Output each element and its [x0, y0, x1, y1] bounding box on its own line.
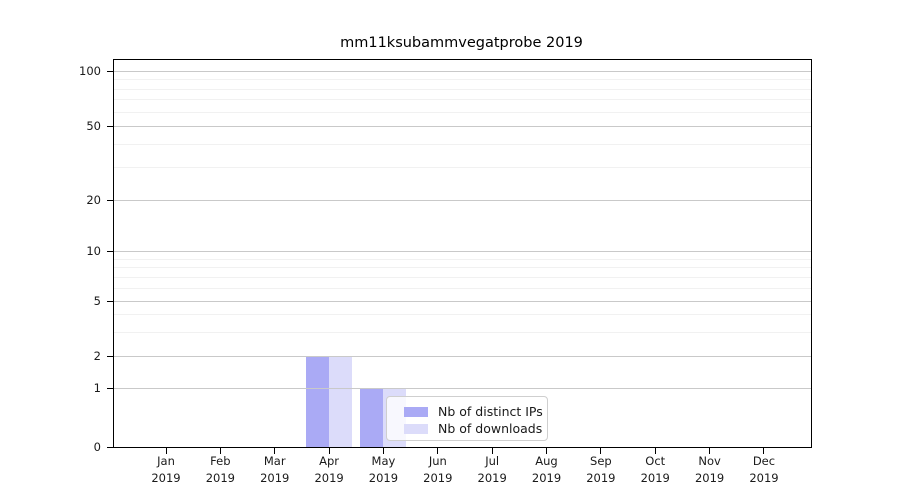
x-tick-mark [274, 448, 276, 454]
x-tick-month: Jul [485, 454, 500, 468]
x-tick-month: Jun [428, 454, 447, 468]
y-tick-mark [107, 300, 113, 302]
y-tick-label: 20 [86, 192, 101, 207]
x-tick-year: 2019 [694, 471, 725, 485]
x-tick-year: 2019 [640, 471, 670, 485]
x-tick-label: Jun 2019 [410, 453, 466, 487]
y-tick-mark [107, 125, 113, 127]
legend-item: Nb of distinct IPs [404, 403, 547, 420]
x-tick-year: 2019 [531, 471, 562, 485]
x-tick-year: 2019 [260, 471, 290, 485]
major-gridline [114, 250, 811, 252]
x-tick-month: Apr [319, 454, 340, 468]
major-gridline [114, 300, 811, 302]
y-tick-label: 10 [86, 243, 101, 258]
y-tick-mark [107, 70, 113, 72]
x-tick-month: Aug [535, 454, 558, 468]
minor-gridline [114, 276, 811, 278]
chart-title: mm11ksubammvegatprobe 2019 [340, 35, 583, 51]
legend-label: Nb of downloads [438, 421, 543, 436]
x-tick-mark [763, 448, 765, 454]
x-tick-label: Apr 2019 [301, 453, 357, 487]
legend: Nb of distinct IPs Nb of downloads [386, 396, 548, 441]
y-tick-label: 100 [79, 63, 101, 78]
x-tick-year: 2019 [477, 471, 507, 485]
x-tick-mark [219, 448, 221, 454]
x-tick-label: Mar 2019 [247, 453, 303, 487]
y-tick-label: 1 [93, 380, 101, 395]
bar [329, 356, 353, 447]
x-tick-label: Sep 2019 [573, 453, 629, 487]
x-tick-mark [491, 448, 493, 454]
x-tick-mark [546, 448, 548, 454]
y-tick-label: 50 [86, 118, 101, 133]
minor-gridline [114, 331, 811, 333]
x-tick-month: Mar [263, 454, 286, 468]
major-gridline [114, 387, 811, 389]
x-tick-month: Jan [157, 454, 175, 468]
x-tick-label: Nov 2019 [682, 453, 738, 487]
plot-area: 0 1 2 5 10 20 50 100 Jan 2019 Feb 2019 Mar 2019 Apr 20… [79, 59, 812, 485]
x-tick-month: Sep [590, 454, 612, 468]
x-tick-label: Aug 2019 [519, 453, 575, 487]
legend-item: Nb of downloads [404, 420, 547, 437]
x-tick-year: 2019 [151, 471, 181, 485]
y-tick-mark [107, 355, 113, 357]
bar [306, 356, 330, 447]
minor-gridline [114, 266, 811, 268]
y-tick-mark [107, 199, 113, 201]
major-gridline [114, 70, 811, 72]
legend-swatch-icon [404, 406, 428, 417]
minor-gridline [114, 78, 811, 80]
x-tick-month: Dec [752, 454, 776, 468]
x-tick-mark [328, 448, 330, 454]
x-tick-year: 2019 [586, 471, 616, 485]
minor-gridline [114, 111, 811, 113]
x-tick-label: Feb 2019 [192, 453, 248, 487]
major-gridline [114, 199, 811, 201]
x-tick-year: 2019 [314, 471, 344, 485]
bar [360, 388, 384, 447]
y-tick-label: 2 [93, 348, 101, 363]
minor-gridline [114, 98, 811, 100]
y-tick-mark [107, 250, 113, 252]
x-tick-label: May 2019 [355, 453, 411, 487]
x-tick-year: 2019 [368, 471, 399, 485]
x-tick-label: Jul 2019 [464, 453, 520, 487]
x-tick-year: 2019 [749, 471, 779, 485]
x-tick-month: Nov [698, 454, 721, 468]
x-tick-label: Jan 2019 [138, 453, 194, 487]
x-tick-mark [165, 448, 167, 454]
x-tick-mark [654, 448, 656, 454]
x-tick-label: Dec 2019 [736, 453, 792, 487]
x-tick-mark [437, 448, 439, 454]
x-tick-month: Feb [210, 454, 231, 468]
major-gridline [114, 125, 811, 127]
minor-gridline [114, 166, 811, 168]
x-tick-mark [709, 448, 711, 454]
y-tick-mark [107, 387, 113, 389]
x-tick-year: 2019 [423, 471, 453, 485]
minor-gridline [114, 313, 811, 315]
minor-gridline [114, 88, 811, 90]
y-tick-label: 5 [93, 293, 101, 308]
x-tick-month: May [371, 454, 396, 468]
x-tick-mark [600, 448, 602, 454]
minor-gridline [114, 287, 811, 289]
legend-label: Nb of distinct IPs [438, 404, 543, 419]
x-tick-mark [382, 448, 384, 454]
x-tick-label: Oct 2019 [627, 453, 683, 487]
legend-swatch-icon [404, 423, 428, 434]
major-gridline [114, 355, 811, 357]
y-tick-mark [107, 446, 113, 448]
minor-gridline [114, 258, 811, 260]
y-tick-label: 0 [93, 439, 101, 454]
minor-gridline [114, 143, 811, 145]
x-tick-month: Oct [645, 454, 666, 468]
x-tick-year: 2019 [205, 471, 235, 485]
